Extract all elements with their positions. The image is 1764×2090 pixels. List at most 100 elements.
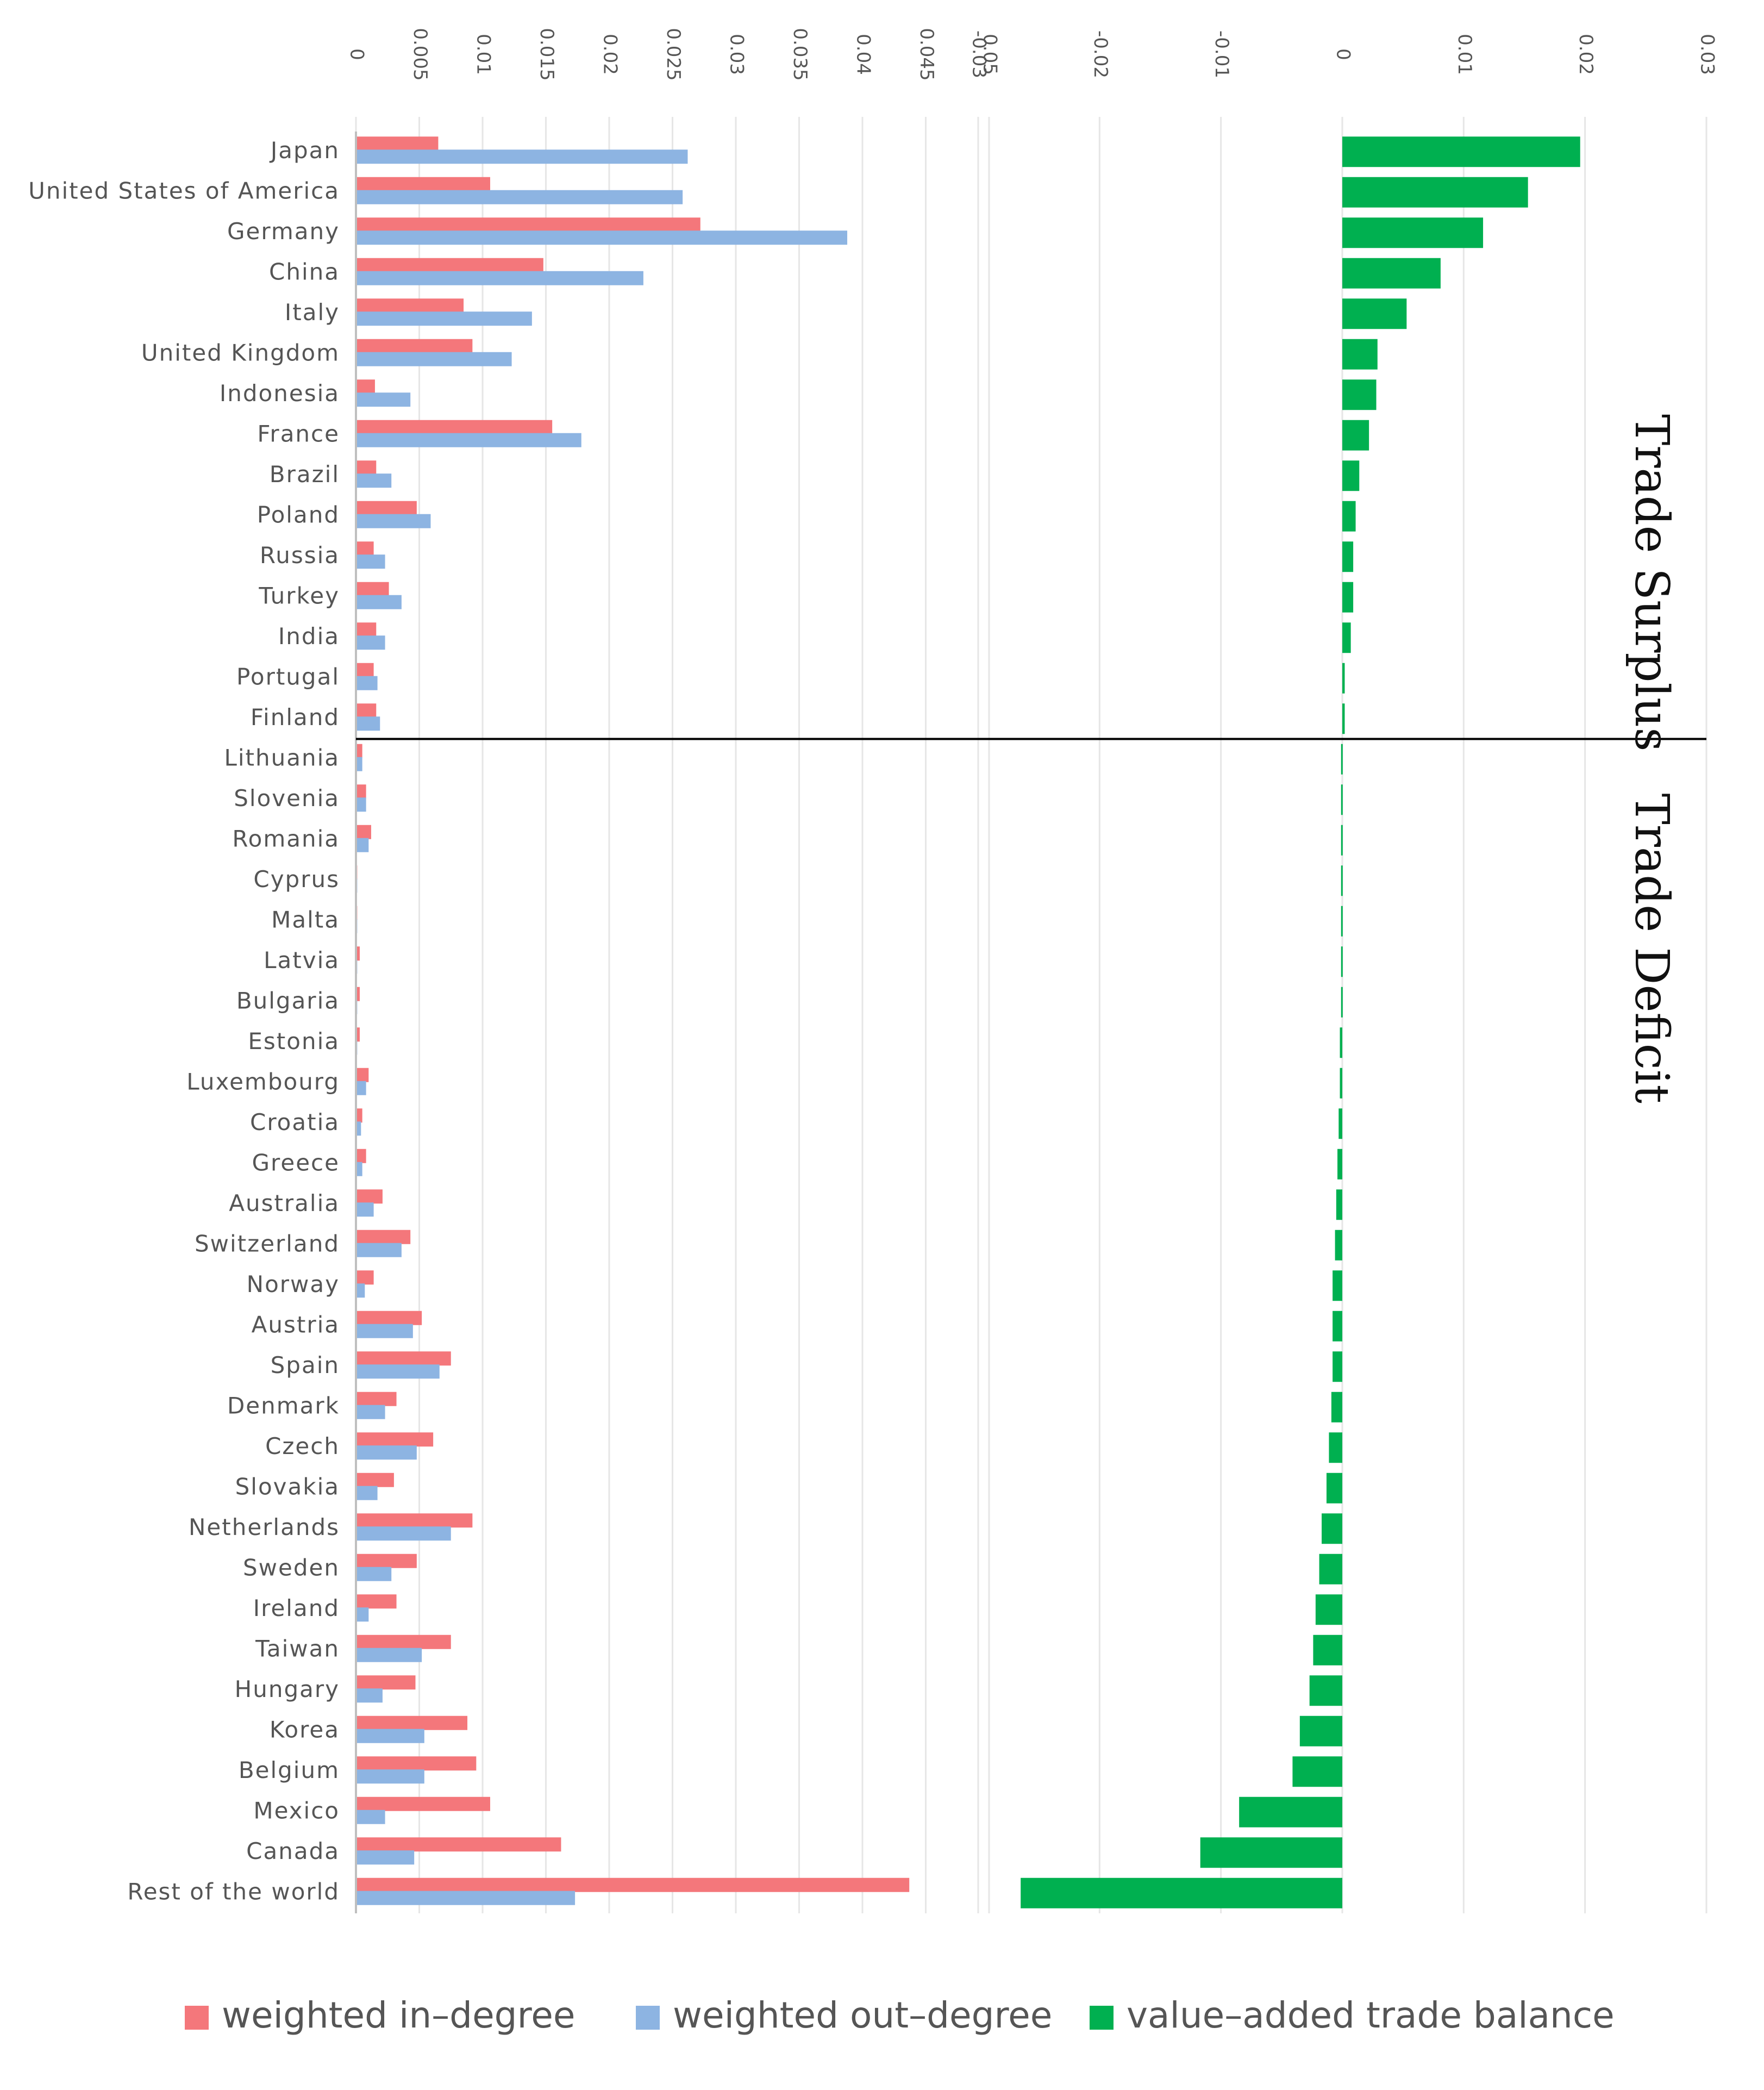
bar-out-degree xyxy=(356,1486,378,1500)
bar-trade-balance xyxy=(1331,1392,1342,1423)
bar-out-degree xyxy=(356,1324,413,1338)
bar-out-degree xyxy=(356,716,380,731)
category-label: Finland xyxy=(251,704,340,731)
bar-in-degree xyxy=(356,258,543,272)
bar-trade-balance xyxy=(1021,1877,1342,1908)
bar-in-degree xyxy=(356,1715,468,1730)
bar-trade-balance xyxy=(1340,1027,1342,1058)
bar-out-degree xyxy=(356,311,532,326)
bar-in-degree xyxy=(356,825,371,839)
bar-in-degree xyxy=(356,744,362,758)
category-label: France xyxy=(257,420,340,447)
bar-trade-balance xyxy=(1342,298,1407,329)
bar-trade-balance xyxy=(1337,1149,1342,1180)
bar-trade-balance xyxy=(1341,784,1343,815)
bar-trade-balance xyxy=(1333,1351,1342,1382)
bar-in-degree xyxy=(356,339,473,353)
bar-trade-balance xyxy=(1299,1715,1342,1746)
degree-tick-label: 0 xyxy=(346,48,368,60)
bar-trade-balance xyxy=(1326,1473,1342,1503)
bar-out-degree xyxy=(356,1607,369,1622)
bar-trade-balance xyxy=(1342,177,1528,208)
category-label: Netherlands xyxy=(189,1514,340,1540)
bar-out-degree xyxy=(356,514,431,528)
bar-out-degree xyxy=(356,1769,424,1784)
balance-tick-label: 0.01 xyxy=(1454,34,1475,75)
category-label: Turkey xyxy=(258,582,340,609)
category-label: Estonia xyxy=(248,1028,340,1055)
bar-trade-balance xyxy=(1309,1675,1342,1706)
category-label: Australia xyxy=(229,1190,340,1216)
bar-in-degree xyxy=(356,946,360,961)
bar-trade-balance xyxy=(1329,1432,1342,1463)
bar-out-degree xyxy=(356,1162,362,1176)
bar-trade-balance xyxy=(1341,906,1343,937)
bar-in-degree xyxy=(356,1270,374,1285)
bars xyxy=(356,136,1580,1908)
bar-in-degree xyxy=(356,1068,369,1082)
bar-trade-balance xyxy=(1342,217,1484,248)
balance-tick-label: 0 xyxy=(1333,48,1354,60)
degree-tick-label: 0.04 xyxy=(853,34,874,75)
bar-trade-balance xyxy=(1342,541,1354,572)
degree-tick-label: 0.02 xyxy=(599,34,621,75)
bar-trade-balance xyxy=(1239,1796,1342,1827)
bar-in-degree xyxy=(356,1837,561,1852)
bar-out-degree xyxy=(356,1283,365,1298)
category-label: Japan xyxy=(269,137,340,164)
bar-in-degree xyxy=(356,703,377,718)
category-label: Luxembourg xyxy=(186,1068,340,1095)
legend-swatch xyxy=(1090,2006,1114,2030)
category-label: Taiwan xyxy=(255,1635,340,1662)
bar-in-degree xyxy=(356,1756,477,1771)
bar-in-degree xyxy=(356,420,553,434)
category-label: Rest of the world xyxy=(127,1878,340,1905)
bar-in-degree xyxy=(356,1351,451,1366)
degree-tick-label: 0.03 xyxy=(726,34,748,75)
bar-in-degree xyxy=(356,1675,416,1690)
axes xyxy=(355,132,1706,1913)
bar-out-degree xyxy=(356,149,688,164)
category-label: Malta xyxy=(271,906,340,933)
bar-trade-balance xyxy=(1341,865,1343,896)
bar-trade-balance xyxy=(1333,1270,1342,1301)
bar-in-degree xyxy=(356,1796,490,1811)
legend: weighted in–degree weighted out–degree val… xyxy=(185,1994,1615,2036)
bar-trade-balance xyxy=(1333,1311,1342,1342)
bar-out-degree xyxy=(356,757,362,771)
bar-in-degree xyxy=(356,784,366,799)
bar-trade-balance xyxy=(1338,1108,1342,1139)
bar-in-degree xyxy=(356,1108,362,1123)
degree-tick-label: 0.035 xyxy=(789,28,811,80)
category-label: Spain xyxy=(271,1352,340,1378)
category-label: Latvia xyxy=(264,947,340,974)
bar-out-degree xyxy=(356,1081,366,1095)
bar-out-degree xyxy=(356,1202,374,1217)
bar-out-degree xyxy=(356,838,369,852)
bar-trade-balance xyxy=(1342,258,1441,289)
bar-trade-balance xyxy=(1342,703,1345,734)
balance-tick-label: -0.03 xyxy=(968,30,990,78)
tick-labels: 0 0.005 0.01 0.015 0.02 0.025 0.03 0.035 0.04 0.0… xyxy=(346,28,1718,80)
legend-swatch xyxy=(185,2006,209,2030)
region-label: Trade Surplus xyxy=(1624,414,1679,752)
category-label: China xyxy=(269,258,340,285)
balance-tick-label: 0.02 xyxy=(1575,34,1597,75)
bar-trade-balance xyxy=(1200,1837,1342,1868)
bar-trade-balance xyxy=(1342,582,1354,613)
category-label: Poland xyxy=(257,501,340,528)
bar-trade-balance xyxy=(1322,1513,1342,1544)
bar-out-degree xyxy=(356,1364,440,1379)
bar-trade-balance xyxy=(1342,339,1378,370)
category-label: Bulgaria xyxy=(236,987,340,1014)
bar-in-degree xyxy=(356,622,377,637)
bar-out-degree xyxy=(356,230,848,245)
category-label: Brazil xyxy=(270,461,340,488)
bar-in-degree xyxy=(356,136,439,151)
bar-out-degree xyxy=(356,554,385,569)
bar-out-degree xyxy=(356,1729,424,1743)
category-label: Italy xyxy=(285,299,340,326)
bar-in-degree xyxy=(356,1473,394,1487)
category-label: Belgium xyxy=(239,1757,340,1783)
bar-in-degree xyxy=(356,1877,910,1892)
